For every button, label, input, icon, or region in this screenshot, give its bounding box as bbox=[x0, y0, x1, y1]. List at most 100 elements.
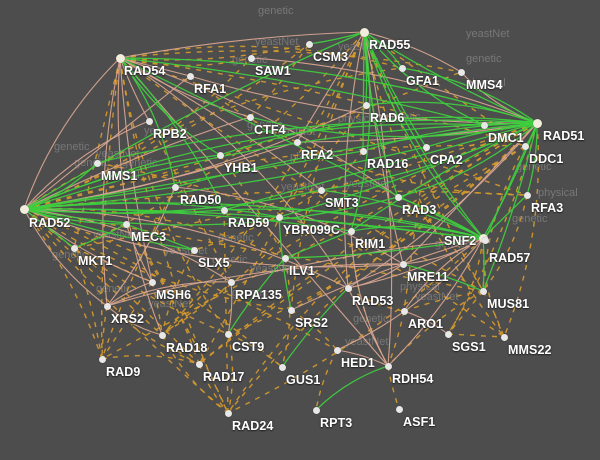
edge-yeastNet bbox=[101, 186, 176, 360]
edge-genetic bbox=[23, 208, 352, 232]
edge-genetic bbox=[223, 122, 538, 211]
node-rdh54[interactable] bbox=[384, 362, 392, 370]
node-ctf4[interactable] bbox=[246, 113, 254, 121]
edge-genetic bbox=[278, 122, 538, 218]
node-rad55[interactable] bbox=[359, 27, 369, 37]
node-asf1[interactable] bbox=[395, 405, 403, 413]
node-label-ilv1: ILV1 bbox=[289, 264, 315, 278]
node-hed1[interactable] bbox=[333, 346, 341, 354]
node-rad59[interactable] bbox=[220, 206, 228, 214]
node-label-mre11: MRE11 bbox=[407, 270, 449, 284]
node-label-srs2: SRS2 bbox=[295, 316, 329, 330]
edge-physical bbox=[296, 31, 365, 143]
edge-physical bbox=[363, 31, 404, 265]
edge-genetic bbox=[526, 122, 538, 196]
edge-genetic bbox=[119, 57, 176, 188]
edge-yeastNet bbox=[503, 122, 540, 338]
edge-physical bbox=[119, 57, 349, 289]
node-mre11[interactable] bbox=[399, 260, 407, 268]
edge-genetic bbox=[219, 116, 538, 156]
node-rad54[interactable] bbox=[115, 53, 125, 63]
edge-genetic bbox=[402, 263, 484, 292]
edge-yeastNet bbox=[403, 146, 427, 312]
node-rad3[interactable] bbox=[394, 193, 402, 201]
node-xrs2[interactable] bbox=[103, 302, 111, 310]
edge-yeastNet bbox=[447, 290, 484, 335]
node-rad17[interactable] bbox=[195, 360, 203, 368]
edge-yeastNet bbox=[23, 208, 484, 292]
edge-yeastNet bbox=[227, 145, 526, 414]
node-rim1[interactable] bbox=[347, 227, 355, 235]
node-mms1[interactable] bbox=[93, 159, 101, 167]
edge-yeastNet bbox=[101, 354, 200, 365]
edge-genetic bbox=[320, 189, 484, 239]
node-cpa2[interactable] bbox=[422, 143, 430, 151]
node-ilv1[interactable] bbox=[281, 254, 289, 262]
edge-yeastNet bbox=[193, 189, 322, 251]
node-mms22[interactable] bbox=[500, 333, 508, 341]
node-rad6[interactable] bbox=[362, 101, 370, 109]
node-yhb1[interactable] bbox=[216, 151, 224, 159]
edge-genetic bbox=[23, 150, 364, 210]
node-rad52[interactable] bbox=[19, 204, 29, 214]
node-gus1[interactable] bbox=[278, 363, 286, 371]
node-sgs1[interactable] bbox=[444, 330, 452, 338]
node-aro1[interactable] bbox=[400, 307, 408, 315]
node-rad9[interactable] bbox=[98, 355, 106, 363]
node-label-cst9: CST9 bbox=[232, 340, 265, 354]
node-rad53[interactable] bbox=[344, 284, 352, 292]
node-rfa1[interactable] bbox=[186, 72, 194, 80]
node-dmc1[interactable] bbox=[480, 121, 488, 129]
edge-genetic bbox=[227, 257, 286, 335]
node-rad18[interactable] bbox=[158, 331, 166, 339]
edge-genetic bbox=[249, 116, 538, 138]
node-rfa3[interactable] bbox=[523, 191, 531, 199]
node-slx5[interactable] bbox=[190, 246, 198, 254]
node-cst9[interactable] bbox=[224, 330, 232, 338]
node-mkt1[interactable] bbox=[70, 244, 78, 252]
node-msh6[interactable] bbox=[148, 278, 156, 286]
edge-physical bbox=[347, 122, 538, 289]
node-mms4[interactable] bbox=[457, 68, 465, 76]
edge-yeastNet bbox=[23, 208, 229, 414]
edge-genetic bbox=[223, 208, 484, 239]
node-rfa2[interactable] bbox=[293, 138, 301, 146]
edge-physical bbox=[119, 57, 153, 283]
node-rad50[interactable] bbox=[171, 183, 179, 191]
edge-yeastNet bbox=[23, 208, 292, 311]
node-csm3[interactable] bbox=[305, 40, 313, 48]
node-saw1[interactable] bbox=[247, 54, 255, 62]
edge-yeastNet bbox=[482, 290, 505, 338]
edge-genetic bbox=[125, 223, 195, 251]
node-label-dmc1: DMC1 bbox=[488, 131, 524, 145]
edge-yeastNet bbox=[161, 249, 195, 336]
edge-yeastNet bbox=[249, 43, 310, 118]
node-smt3[interactable] bbox=[317, 186, 325, 194]
node-mec3[interactable] bbox=[122, 220, 130, 228]
edge-type-watermark: genetic bbox=[258, 5, 294, 17]
node-mus81[interactable] bbox=[479, 287, 487, 295]
edge-yeastNet bbox=[387, 365, 400, 410]
edge-physical bbox=[119, 31, 365, 59]
node-gfa1[interactable] bbox=[398, 64, 406, 72]
edge-genetic bbox=[119, 57, 485, 126]
node-rpa135[interactable] bbox=[227, 278, 235, 286]
node-ddc1[interactable] bbox=[521, 142, 529, 150]
node-rpb2[interactable] bbox=[145, 117, 153, 125]
edge-yeastNet bbox=[151, 281, 163, 336]
node-rad16[interactable] bbox=[359, 147, 367, 155]
edge-yeastNet bbox=[227, 122, 538, 414]
node-srs2[interactable] bbox=[287, 306, 295, 314]
node-label-hed1: HED1 bbox=[341, 356, 375, 370]
node-rad51[interactable] bbox=[532, 118, 542, 128]
edge-physical bbox=[363, 31, 393, 367]
node-label-snf2: SNF2 bbox=[444, 234, 477, 248]
node-rad57[interactable] bbox=[481, 236, 489, 244]
node-label-rad54: RAD54 bbox=[124, 64, 166, 78]
node-rad24[interactable] bbox=[224, 409, 232, 417]
edge-yeastNet bbox=[23, 144, 526, 210]
node-rpt3[interactable] bbox=[312, 406, 320, 414]
node-label-rdh54: RDH54 bbox=[392, 372, 434, 386]
node-ybr099c[interactable] bbox=[275, 213, 283, 221]
